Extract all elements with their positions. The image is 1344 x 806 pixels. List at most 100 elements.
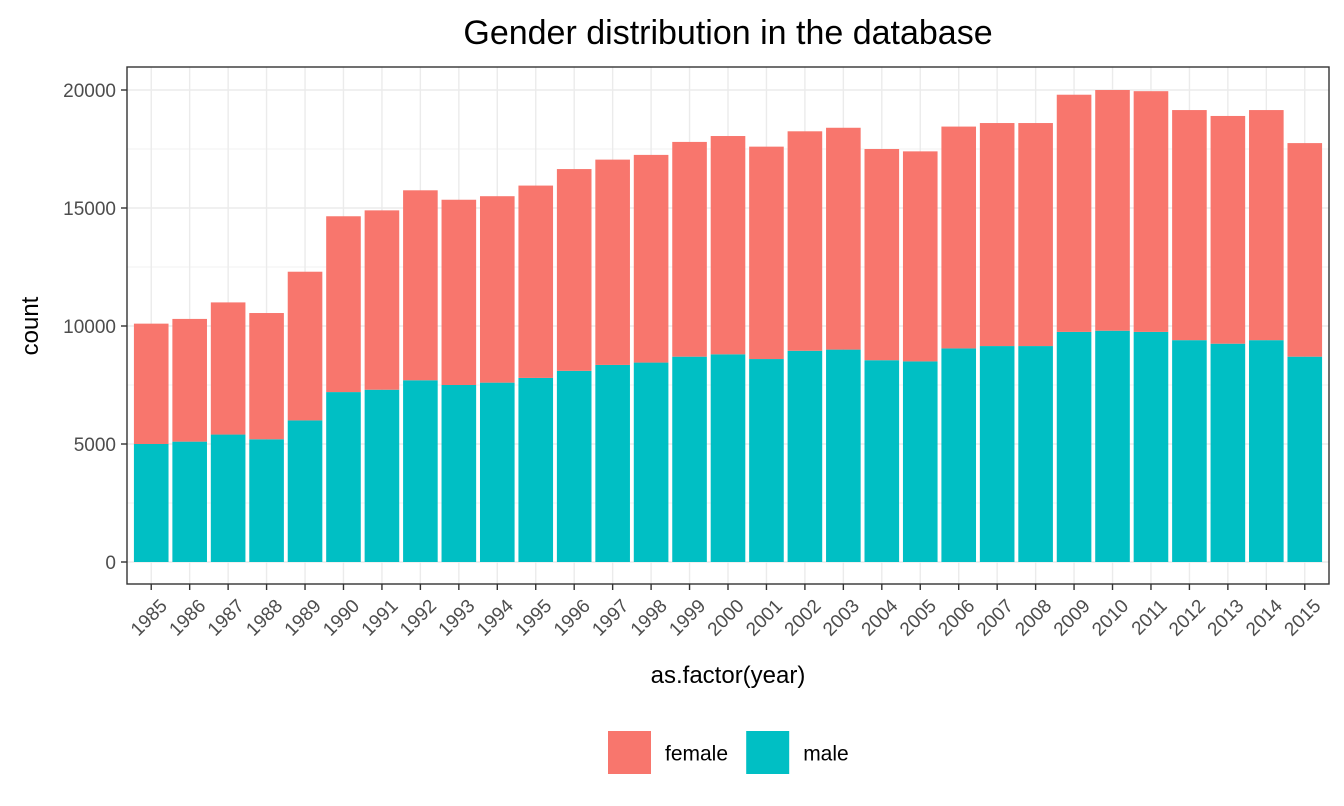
- bar-female-1997: [595, 159, 630, 365]
- x-tick-label: 2003: [819, 596, 864, 641]
- legend-label-male: male: [803, 743, 849, 766]
- y-tick-label: 15000: [63, 199, 116, 220]
- bar-female-2010: [1095, 90, 1130, 331]
- bar-male-2002: [787, 350, 823, 562]
- bar-female-2002: [787, 131, 823, 351]
- legend: female male: [608, 731, 849, 774]
- legend-key-male: [746, 731, 790, 774]
- bar-male-1996: [556, 370, 592, 562]
- bar-male-2001: [749, 359, 784, 562]
- x-tick-label: 1988: [242, 596, 287, 641]
- bar-female-1989: [287, 271, 323, 421]
- bar-male-1985: [133, 444, 169, 562]
- bars-layer: [133, 90, 1323, 562]
- bar-male-1991: [364, 389, 400, 562]
- x-tick-label: 1989: [281, 596, 326, 641]
- bar-male-2005: [902, 361, 938, 562]
- bar-male-1987: [210, 434, 246, 562]
- bar-male-1995: [518, 377, 554, 562]
- bar-male-2015: [1287, 356, 1323, 562]
- legend-label-female: female: [665, 743, 728, 766]
- x-tick-label: 2001: [742, 596, 787, 641]
- bar-female-2007: [979, 123, 1015, 347]
- x-tick-label: 2011: [1128, 596, 1172, 640]
- x-tick-label: 2013: [1204, 596, 1249, 641]
- bar-female-2000: [710, 136, 746, 355]
- y-axis: 0 5000 10000 15000 20000: [63, 81, 127, 574]
- x-tick-label: 2002: [781, 596, 826, 641]
- x-tick-label: 1990: [319, 596, 364, 641]
- bar-male-2011: [1133, 331, 1169, 562]
- bar-male-1989: [287, 420, 323, 562]
- x-axis: 1985198619871988198919901991199219931994…: [127, 584, 1325, 640]
- bar-male-2000: [710, 354, 746, 562]
- bar-male-2007: [979, 346, 1015, 562]
- bar-female-2014: [1249, 110, 1284, 341]
- y-tick-label: 20000: [63, 81, 116, 102]
- bar-male-1993: [441, 385, 477, 562]
- bar-female-2003: [826, 127, 861, 350]
- bar-female-1985: [133, 323, 169, 444]
- bar-male-1990: [326, 392, 361, 562]
- bar-male-2003: [826, 349, 861, 562]
- bar-male-1988: [249, 439, 284, 562]
- legend-key-female: [608, 731, 651, 774]
- x-tick-label: 2014: [1242, 595, 1287, 640]
- bar-female-2012: [1172, 110, 1207, 341]
- x-tick-label: 1986: [166, 596, 211, 641]
- x-tick-label: 2000: [704, 596, 749, 641]
- x-tick-label: 2009: [1050, 596, 1095, 641]
- x-tick-label: 2015: [1281, 596, 1326, 641]
- x-tick-label: 1985: [127, 596, 172, 641]
- y-axis-title: count: [17, 296, 44, 355]
- y-tick-label: 5000: [74, 435, 116, 456]
- y-tick-label: 0: [105, 553, 116, 574]
- x-tick-label: 1992: [396, 596, 441, 641]
- bar-female-2015: [1287, 143, 1323, 357]
- bar-female-1988: [249, 313, 284, 440]
- x-axis-title: as.factor(year): [651, 662, 806, 689]
- bar-female-1991: [364, 210, 400, 390]
- bar-male-2013: [1210, 343, 1246, 562]
- bar-female-1994: [479, 196, 515, 383]
- x-tick-label: 2010: [1088, 596, 1133, 641]
- x-tick-label: 1991: [358, 596, 403, 641]
- bar-female-2005: [902, 151, 938, 362]
- bar-female-1996: [556, 169, 592, 371]
- bar-male-2009: [1056, 331, 1092, 562]
- x-tick-label: 1994: [473, 595, 518, 640]
- x-tick-label: 1987: [204, 596, 249, 641]
- x-tick-label: 1993: [435, 596, 480, 641]
- bar-female-1993: [441, 199, 477, 385]
- x-tick-label: 2005: [896, 596, 941, 641]
- x-tick-label: 1995: [512, 596, 557, 641]
- x-tick-label: 2004: [858, 595, 903, 640]
- bar-male-2006: [941, 348, 977, 562]
- bar-female-2004: [864, 149, 900, 361]
- bar-male-1992: [403, 380, 438, 562]
- bar-male-2014: [1249, 340, 1284, 562]
- x-tick-label: 2008: [1011, 596, 1056, 641]
- bar-female-1995: [518, 185, 554, 378]
- x-tick-label: 1996: [550, 596, 595, 641]
- bar-male-2008: [1018, 346, 1053, 562]
- x-tick-label: 2007: [973, 596, 1018, 641]
- bar-male-1986: [172, 441, 207, 562]
- bar-female-1986: [172, 318, 207, 442]
- bar-female-1987: [210, 302, 246, 435]
- bar-male-1999: [672, 356, 707, 562]
- bar-female-2006: [941, 126, 977, 349]
- bar-male-1998: [633, 362, 669, 562]
- bar-male-2004: [864, 360, 900, 562]
- x-tick-label: 2012: [1165, 596, 1210, 641]
- bar-male-2010: [1095, 330, 1130, 562]
- bar-female-2001: [749, 146, 784, 360]
- bar-female-2011: [1133, 91, 1169, 332]
- bar-male-1997: [595, 364, 630, 562]
- bar-female-1990: [326, 216, 361, 393]
- bar-female-1992: [403, 190, 438, 381]
- bar-female-1999: [672, 141, 707, 357]
- chart-title: Gender distribution in the database: [463, 14, 992, 52]
